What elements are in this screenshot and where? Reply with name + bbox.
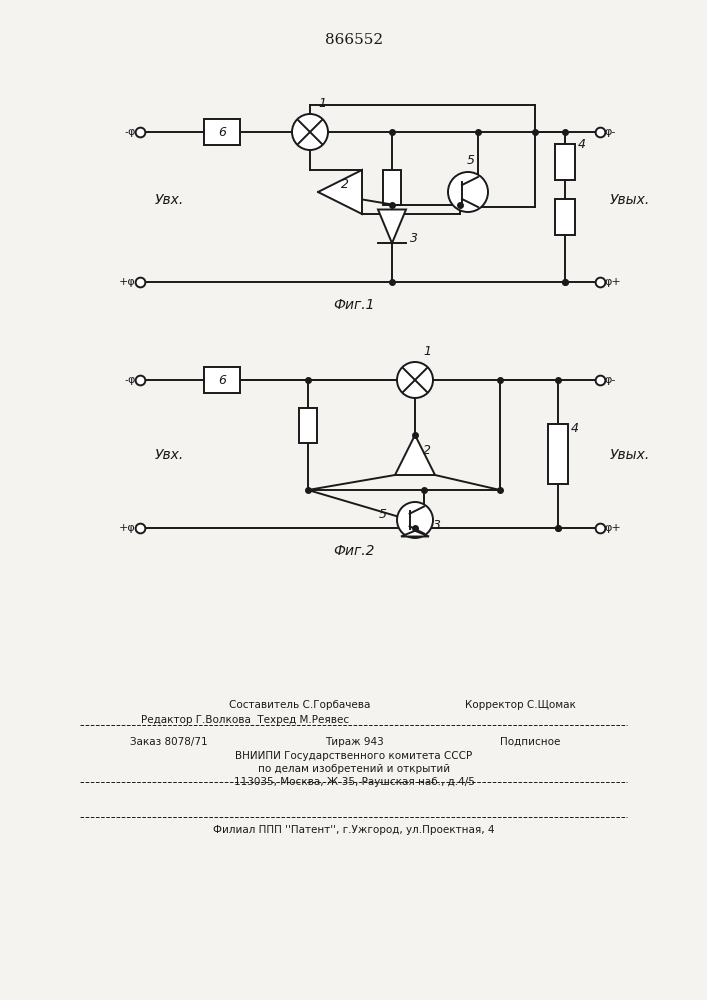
Text: -φ: -φ [124,127,136,137]
Text: Фиг.2: Фиг.2 [333,544,375,558]
Text: φ-: φ- [604,127,615,137]
Text: Фиг.1: Фиг.1 [333,298,375,312]
Text: 6: 6 [218,125,226,138]
Polygon shape [395,435,435,475]
Text: 6: 6 [218,373,226,386]
Circle shape [397,362,433,398]
Text: ВНИИПИ Государственного комитета СССР: ВНИИПИ Государственного комитета СССР [235,751,472,761]
Bar [204,367,240,393]
Text: φ+: φ+ [604,277,621,287]
Bar [548,424,568,484]
Text: Увых.: Увых. [610,193,650,207]
Text: Составитель С.Горбачева: Составитель С.Горбачева [229,700,370,710]
Circle shape [397,502,433,538]
Bar [383,169,401,205]
Text: 3: 3 [410,232,418,245]
Bar [204,119,240,145]
Text: 4: 4 [578,137,586,150]
Text: 4: 4 [571,422,579,436]
Polygon shape [318,170,362,214]
Text: Тираж 943: Тираж 943 [325,737,383,747]
Text: 2: 2 [341,178,349,190]
Text: φ-: φ- [604,375,615,385]
Polygon shape [378,210,406,243]
Text: Увх.: Увх. [155,193,185,207]
Text: 5: 5 [379,508,387,522]
Text: Редактор Г.Волкова  Техред М.Реявес: Редактор Г.Волкова Техред М.Реявес [141,715,349,725]
Text: 1: 1 [423,345,431,358]
Text: +φ: +φ [119,523,136,533]
Text: 113035, Москва, Ж-35, Раушская наб., д.4/5: 113035, Москва, Ж-35, Раушская наб., д.4… [233,777,474,787]
Bar [555,144,575,180]
Text: 1: 1 [318,97,326,110]
Text: 3: 3 [433,519,441,532]
Text: φ+: φ+ [604,523,621,533]
Text: -φ: -φ [124,375,136,385]
Circle shape [292,114,328,150]
Text: 2: 2 [423,444,431,456]
Text: Заказ 8078/71: Заказ 8078/71 [130,737,208,747]
Text: +φ: +φ [119,277,136,287]
Bar [555,199,575,235]
Text: 5: 5 [467,154,475,167]
Text: Увх.: Увх. [155,448,185,462]
Text: Корректор С.Щомак: Корректор С.Щомак [464,700,575,710]
Text: Увых.: Увых. [610,448,650,462]
Text: Подписное: Подписное [500,737,560,747]
Bar [299,408,317,442]
Circle shape [448,172,488,212]
Text: 866552: 866552 [325,33,383,47]
Polygon shape [401,531,429,536]
Text: Филиал ППП ''Патент'', г.Ужгород, ул.Проектная, 4: Филиал ППП ''Патент'', г.Ужгород, ул.Про… [214,825,495,835]
Text: по делам изобретений и открытий: по делам изобретений и открытий [258,764,450,774]
